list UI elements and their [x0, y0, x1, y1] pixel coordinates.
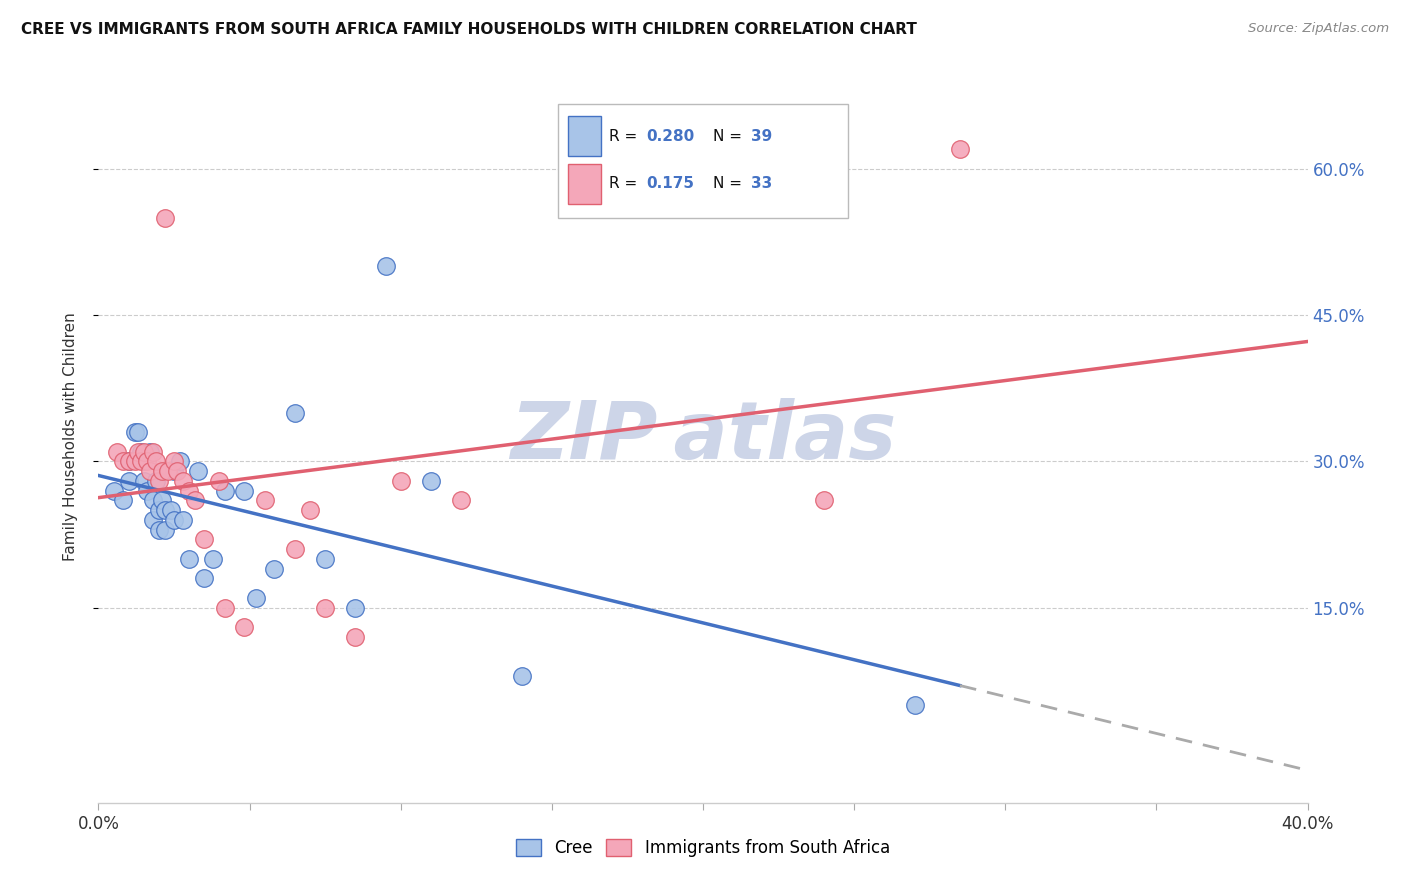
Point	[124, 425, 146, 440]
Point	[139, 444, 162, 458]
Text: ZIP atlas: ZIP atlas	[510, 398, 896, 476]
Point	[344, 630, 367, 644]
Point	[150, 464, 173, 478]
Point	[142, 513, 165, 527]
Y-axis label: Family Households with Children: Family Households with Children	[63, 313, 77, 561]
Point	[232, 620, 254, 634]
Point	[245, 591, 267, 605]
Point	[344, 600, 367, 615]
Point	[510, 669, 533, 683]
Point	[145, 474, 167, 488]
Point	[208, 474, 231, 488]
Point	[193, 572, 215, 586]
Point	[169, 454, 191, 468]
Text: 39: 39	[751, 128, 773, 144]
Point	[153, 503, 176, 517]
Point	[111, 493, 134, 508]
Point	[949, 142, 972, 156]
Text: 0.175: 0.175	[647, 176, 695, 191]
Point	[132, 474, 155, 488]
Point	[156, 464, 179, 478]
Point	[179, 483, 201, 498]
Point	[202, 552, 225, 566]
Point	[232, 483, 254, 498]
Point	[172, 513, 194, 527]
Text: 0.280: 0.280	[647, 128, 695, 144]
Point	[127, 444, 149, 458]
Point	[450, 493, 472, 508]
Point	[139, 464, 162, 478]
Point	[179, 552, 201, 566]
Point	[118, 454, 141, 468]
FancyBboxPatch shape	[558, 104, 848, 218]
Point	[135, 454, 157, 468]
Point	[904, 698, 927, 713]
Point	[148, 474, 170, 488]
Point	[299, 503, 322, 517]
Text: R =: R =	[609, 176, 641, 191]
Point	[148, 503, 170, 517]
Point	[118, 474, 141, 488]
Point	[153, 523, 176, 537]
Point	[124, 454, 146, 468]
Text: Source: ZipAtlas.com: Source: ZipAtlas.com	[1249, 22, 1389, 36]
Point	[187, 464, 209, 478]
Point	[153, 211, 176, 225]
Point	[263, 562, 285, 576]
Point	[184, 493, 207, 508]
Point	[163, 454, 186, 468]
Point	[145, 454, 167, 468]
Point	[284, 406, 307, 420]
Point	[132, 454, 155, 468]
Point	[389, 474, 412, 488]
Point	[314, 600, 336, 615]
Text: CREE VS IMMIGRANTS FROM SOUTH AFRICA FAMILY HOUSEHOLDS WITH CHILDREN CORRELATION: CREE VS IMMIGRANTS FROM SOUTH AFRICA FAM…	[21, 22, 917, 37]
Point	[163, 464, 186, 478]
Text: R =: R =	[609, 128, 641, 144]
Legend: Cree, Immigrants from South Africa: Cree, Immigrants from South Africa	[509, 832, 897, 864]
Point	[420, 474, 443, 488]
Point	[160, 503, 183, 517]
Point	[127, 425, 149, 440]
Point	[284, 542, 307, 557]
Point	[193, 533, 215, 547]
Point	[142, 444, 165, 458]
Point	[142, 493, 165, 508]
Point	[166, 464, 188, 478]
Point	[132, 444, 155, 458]
Point	[129, 454, 152, 468]
Text: 33: 33	[751, 176, 773, 191]
Point	[148, 523, 170, 537]
FancyBboxPatch shape	[568, 163, 602, 203]
Point	[111, 454, 134, 468]
Point	[105, 444, 128, 458]
Point	[163, 513, 186, 527]
Point	[172, 474, 194, 488]
Point	[374, 260, 396, 274]
Point	[150, 493, 173, 508]
Point	[214, 483, 236, 498]
Point	[103, 483, 125, 498]
Point	[314, 552, 336, 566]
Point	[118, 454, 141, 468]
Text: N =: N =	[713, 176, 747, 191]
Text: N =: N =	[713, 128, 747, 144]
Point	[214, 600, 236, 615]
Point	[253, 493, 276, 508]
FancyBboxPatch shape	[568, 116, 602, 156]
Point	[813, 493, 835, 508]
Point	[135, 483, 157, 498]
Point	[129, 444, 152, 458]
